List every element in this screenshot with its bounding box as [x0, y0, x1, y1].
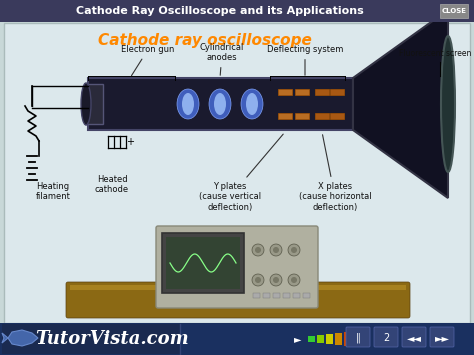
FancyBboxPatch shape — [273, 293, 280, 298]
FancyBboxPatch shape — [0, 323, 474, 355]
Circle shape — [252, 244, 264, 256]
Ellipse shape — [182, 93, 194, 115]
Circle shape — [291, 247, 297, 253]
Polygon shape — [353, 10, 448, 198]
Text: Fluorescent screen: Fluorescent screen — [399, 49, 471, 59]
FancyBboxPatch shape — [374, 327, 398, 347]
FancyBboxPatch shape — [88, 78, 353, 130]
Circle shape — [255, 277, 261, 283]
Text: Cathode ray oscilloscope: Cathode ray oscilloscope — [98, 33, 312, 48]
Circle shape — [291, 277, 297, 283]
Circle shape — [252, 274, 264, 286]
FancyBboxPatch shape — [278, 89, 292, 95]
Text: CLOSE: CLOSE — [441, 8, 466, 14]
FancyBboxPatch shape — [166, 237, 240, 289]
FancyBboxPatch shape — [66, 282, 410, 318]
Circle shape — [270, 244, 282, 256]
FancyBboxPatch shape — [295, 89, 309, 95]
FancyBboxPatch shape — [283, 293, 290, 298]
Polygon shape — [2, 333, 8, 343]
Ellipse shape — [214, 93, 226, 115]
Circle shape — [255, 247, 261, 253]
FancyBboxPatch shape — [278, 113, 292, 119]
Ellipse shape — [81, 83, 91, 125]
Polygon shape — [8, 330, 38, 346]
FancyBboxPatch shape — [156, 226, 318, 308]
FancyBboxPatch shape — [4, 23, 470, 323]
FancyBboxPatch shape — [440, 4, 468, 18]
Text: Deflecting system: Deflecting system — [267, 45, 343, 75]
FancyBboxPatch shape — [315, 89, 329, 95]
Ellipse shape — [209, 89, 231, 119]
FancyBboxPatch shape — [308, 336, 315, 342]
FancyBboxPatch shape — [335, 333, 342, 345]
FancyBboxPatch shape — [2, 324, 180, 354]
Text: Cylindrical
anodes: Cylindrical anodes — [200, 43, 244, 75]
FancyBboxPatch shape — [295, 113, 309, 119]
Text: Cathode Ray Oscilloscope and its Applications: Cathode Ray Oscilloscope and its Applica… — [76, 6, 364, 16]
FancyBboxPatch shape — [346, 327, 370, 347]
Text: ►: ► — [294, 334, 302, 344]
Circle shape — [270, 274, 282, 286]
Circle shape — [288, 244, 300, 256]
FancyBboxPatch shape — [315, 113, 329, 119]
Text: Y plates
(cause vertical
deflection): Y plates (cause vertical deflection) — [199, 134, 283, 212]
Circle shape — [273, 247, 279, 253]
FancyBboxPatch shape — [402, 327, 426, 347]
Circle shape — [273, 277, 279, 283]
FancyBboxPatch shape — [70, 285, 406, 290]
Text: Electron gun: Electron gun — [121, 45, 175, 76]
Ellipse shape — [441, 36, 455, 172]
Text: ‖: ‖ — [356, 333, 360, 343]
FancyBboxPatch shape — [330, 89, 344, 95]
Text: ◄◄: ◄◄ — [407, 333, 421, 343]
Text: Heating
filament: Heating filament — [36, 182, 71, 201]
FancyBboxPatch shape — [317, 335, 324, 343]
Circle shape — [288, 274, 300, 286]
Ellipse shape — [177, 89, 199, 119]
FancyBboxPatch shape — [0, 0, 474, 22]
Text: +: + — [126, 137, 134, 147]
Ellipse shape — [246, 93, 258, 115]
Ellipse shape — [241, 89, 263, 119]
Text: Heated
cathode: Heated cathode — [95, 175, 129, 195]
Text: X plates
(cause horizontal
deflection): X plates (cause horizontal deflection) — [299, 135, 371, 212]
FancyBboxPatch shape — [162, 233, 244, 293]
FancyBboxPatch shape — [263, 293, 270, 298]
FancyBboxPatch shape — [293, 293, 300, 298]
FancyBboxPatch shape — [330, 113, 344, 119]
FancyBboxPatch shape — [303, 293, 310, 298]
Text: 2: 2 — [383, 333, 389, 343]
Text: TutorVista.com: TutorVista.com — [35, 330, 189, 348]
FancyBboxPatch shape — [430, 327, 454, 347]
FancyBboxPatch shape — [344, 332, 351, 346]
FancyBboxPatch shape — [85, 84, 103, 124]
FancyBboxPatch shape — [253, 293, 260, 298]
FancyBboxPatch shape — [326, 334, 333, 344]
Text: ►►: ►► — [435, 333, 449, 343]
